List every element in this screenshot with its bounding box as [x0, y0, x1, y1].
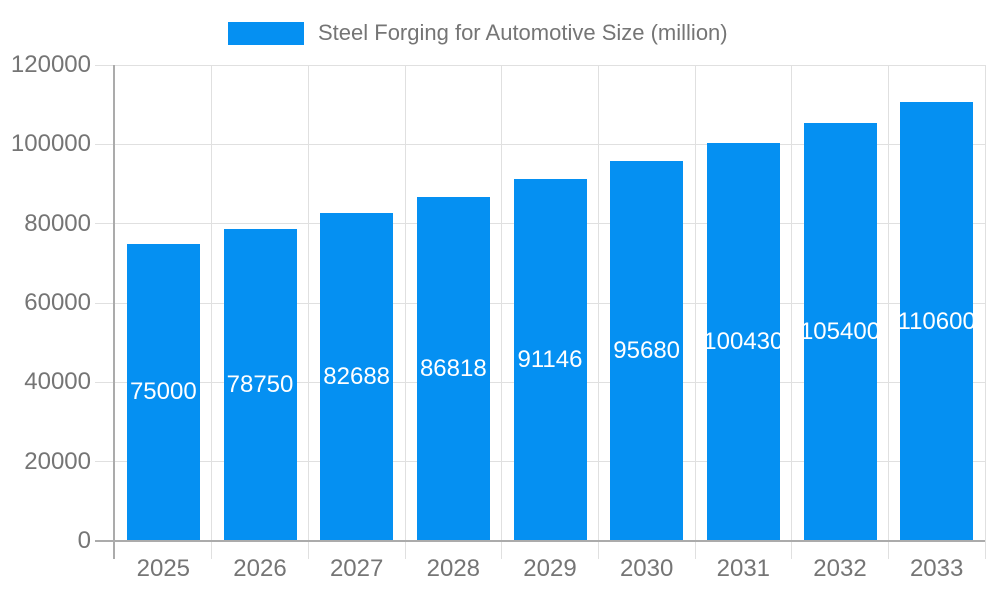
x-axis-tick-label: 2032 [813, 555, 867, 582]
x-axis-tick [791, 541, 793, 559]
x-axis-tick-label: 2033 [909, 555, 964, 582]
gridline-vertical [211, 65, 213, 541]
bar-value-label: 86818 [419, 354, 487, 382]
bar-value-label: 91146 [517, 346, 583, 374]
x-axis-tick [501, 541, 503, 559]
y-axis-tick-label: 60000 [24, 289, 91, 316]
gridline-vertical [791, 65, 793, 541]
y-axis-line [113, 65, 115, 559]
x-axis-tick-label: 2031 [716, 555, 771, 582]
y-axis-tick [95, 302, 115, 304]
bar[interactable]: 82688 [320, 213, 394, 541]
y-axis-tick-label: 40000 [24, 368, 91, 396]
x-axis-tick [887, 541, 889, 559]
y-axis-tick-label: 20000 [24, 447, 91, 475]
x-axis-tick [211, 541, 213, 559]
x-axis-tick [307, 541, 309, 559]
bar-value-label: 105400 [799, 317, 881, 345]
bar[interactable]: 95680 [610, 161, 684, 541]
bar-value-label: 75000 [129, 378, 197, 406]
gridline-vertical [501, 65, 503, 541]
bar[interactable]: 78750 [223, 228, 297, 541]
x-axis-tick-label: 2027 [329, 555, 384, 582]
gridline-horizontal [115, 143, 985, 145]
bar-value-label: 82688 [323, 363, 391, 390]
x-axis-tick-label: 2028 [426, 555, 481, 582]
bar-value-label: 78750 [226, 370, 294, 398]
x-axis-tick [597, 541, 599, 559]
y-axis-tick [95, 381, 115, 383]
gridline-horizontal [115, 64, 985, 66]
gridline-vertical [694, 65, 696, 541]
y-axis-tick [95, 461, 115, 463]
gridline-vertical [887, 65, 889, 541]
legend-swatch[interactable] [228, 21, 304, 45]
gridline-vertical [984, 65, 986, 541]
bar[interactable]: 86818 [416, 196, 490, 541]
y-axis-tick [95, 64, 115, 66]
y-axis-tick-label: 80000 [24, 209, 91, 237]
bar[interactable]: 105400 [800, 122, 880, 541]
x-axis-tick [404, 541, 406, 559]
y-axis-tick-label: 100000 [10, 130, 91, 158]
bar[interactable]: 100430 [703, 142, 783, 541]
x-axis-tick-label: 2030 [619, 555, 674, 582]
gridline-vertical [307, 65, 309, 541]
bar[interactable]: 91146 [513, 179, 587, 541]
y-axis-tick [95, 143, 115, 145]
y-axis-tick-label: 120000 [10, 51, 91, 78]
x-axis-tick [694, 541, 696, 559]
y-axis-tick [95, 223, 115, 225]
gridline-vertical [404, 65, 406, 541]
x-axis-tick [984, 541, 986, 559]
x-axis-tick-label: 2029 [523, 555, 577, 582]
x-axis-tick-label: 2025 [136, 555, 191, 582]
legend-label[interactable]: Steel Forging for Automotive Size (milli… [318, 20, 728, 45]
x-axis-line [95, 540, 985, 542]
gridline-vertical [597, 65, 599, 541]
x-axis-tick-label: 2026 [233, 555, 287, 582]
plot-area: 75000 78750 82688 86818 91146 95680 100430 1054… [115, 64, 986, 541]
legend: Steel Forging for Automotive Size (milli… [228, 20, 728, 46]
y-axis-tick-label: 0 [77, 527, 91, 554]
bar-value-label: 100430 [703, 327, 784, 355]
bar[interactable]: 75000 [126, 243, 200, 541]
bar-value-label: 95680 [613, 337, 681, 365]
bar[interactable]: 110600 [897, 102, 976, 541]
bar-value-label: 110600 [897, 307, 976, 335]
